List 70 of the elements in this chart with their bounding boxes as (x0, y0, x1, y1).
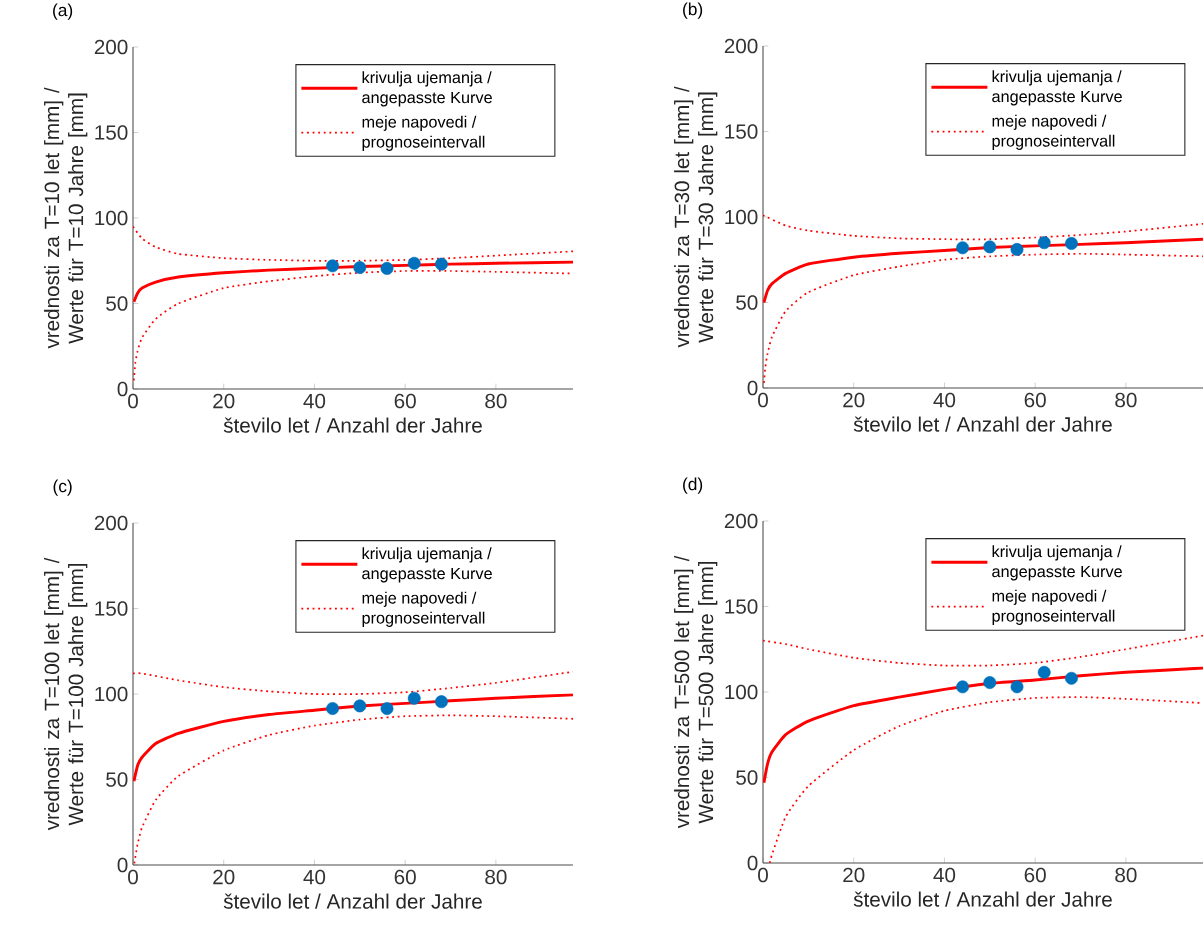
chart-title: (b) (683, 2, 703, 19)
y-tick-label: 200 (94, 39, 128, 55)
x-axis-title: število let / Anzahl der Jahre (223, 417, 482, 433)
point (1037, 236, 1051, 250)
x-axis-title: število let / Anzahl der Jahre (853, 416, 1112, 432)
y-tick-label: 50 (106, 772, 128, 787)
point (407, 691, 421, 705)
line-series (763, 237, 1203, 304)
y-axis-title: vrednosti za T=100 let [mm] / Werte für T=100 Jahre [mm] (44, 557, 88, 831)
point (983, 240, 997, 254)
chart-title: (a) (53, 3, 73, 20)
x-tick-label: 80 (1115, 392, 1137, 408)
chart-title: (c) (53, 479, 72, 496)
legend-label: meje napovedi / prognoseintervall (362, 591, 485, 627)
y-tick-label: 50 (736, 770, 758, 785)
x-tick-label: 40 (933, 867, 956, 883)
x-axis-title: število let / Anzahl der Jahre (853, 891, 1112, 907)
line-series (763, 634, 1203, 667)
y-tick-label: 200 (724, 513, 758, 529)
y-tick-label: 100 (95, 686, 128, 702)
y-tick-label: 0 (117, 381, 128, 397)
x-tick-label: 20 (213, 393, 235, 409)
point (326, 702, 339, 715)
point (435, 695, 448, 709)
point (956, 241, 969, 255)
line-series (133, 693, 573, 783)
y-tick-label: 100 (95, 210, 128, 226)
y-tick-label: 150 (95, 601, 128, 616)
y-tick-label: 200 (724, 38, 758, 54)
x-tick-label: 0 (128, 869, 138, 885)
x-tick-label: 20 (213, 869, 235, 885)
y-tick-label: 100 (725, 684, 758, 700)
x-tick-label: 40 (303, 869, 326, 885)
y-tick-label: 150 (95, 125, 128, 140)
point (353, 699, 367, 713)
x-tick-label: 60 (394, 869, 416, 885)
y-tick-label: 100 (725, 209, 758, 225)
legend-label: meje napovedi / prognoseintervall (992, 114, 1115, 150)
y-axis-title: vrednosti za T=10 let [mm] / Werte für T=10 Jahre [mm] (44, 87, 88, 349)
x-tick-label: 60 (394, 393, 416, 409)
chart-title: (d) (683, 477, 703, 494)
y-tick-label: 50 (736, 295, 758, 310)
y-tick-label: 0 (117, 857, 128, 873)
x-tick-label: 40 (303, 393, 326, 409)
y-tick-label: 150 (725, 599, 758, 614)
x-tick-label: 20 (843, 392, 865, 408)
y-tick-label: 50 (106, 296, 128, 311)
y-tick-label: 150 (725, 124, 758, 139)
x-tick-label: 60 (1024, 392, 1046, 408)
y-axis-title: vrednosti za T=30 let [mm] / Werte für T=30 Jahre [mm] (674, 86, 718, 348)
x-tick-label: 80 (1115, 867, 1137, 883)
y-tick-label: 200 (94, 515, 128, 531)
x-tick-label: 0 (758, 867, 768, 883)
legend-label: meje napovedi / prognoseintervall (362, 115, 485, 151)
x-tick-label: 40 (933, 392, 956, 408)
x-tick-label: 0 (758, 392, 768, 408)
x-tick-label: 20 (843, 867, 865, 883)
y-tick-label: 0 (747, 855, 758, 871)
x-tick-label: 60 (1024, 867, 1046, 883)
point (1010, 243, 1024, 256)
point (1065, 237, 1078, 250)
y-tick-label: 0 (747, 380, 758, 396)
x-tick-label: 0 (128, 393, 138, 409)
x-axis-title: število let / Anzahl der Jahre (223, 893, 482, 909)
x-tick-label: 80 (485, 393, 507, 409)
y-axis-title: vrednosti za T=500 let [mm] / Werte für T=500 Jahre [mm] (674, 555, 718, 829)
point (380, 702, 394, 715)
legend-label: meje napovedi / prognoseintervall (992, 589, 1115, 625)
line-series (763, 666, 1203, 785)
x-tick-label: 80 (485, 869, 507, 885)
